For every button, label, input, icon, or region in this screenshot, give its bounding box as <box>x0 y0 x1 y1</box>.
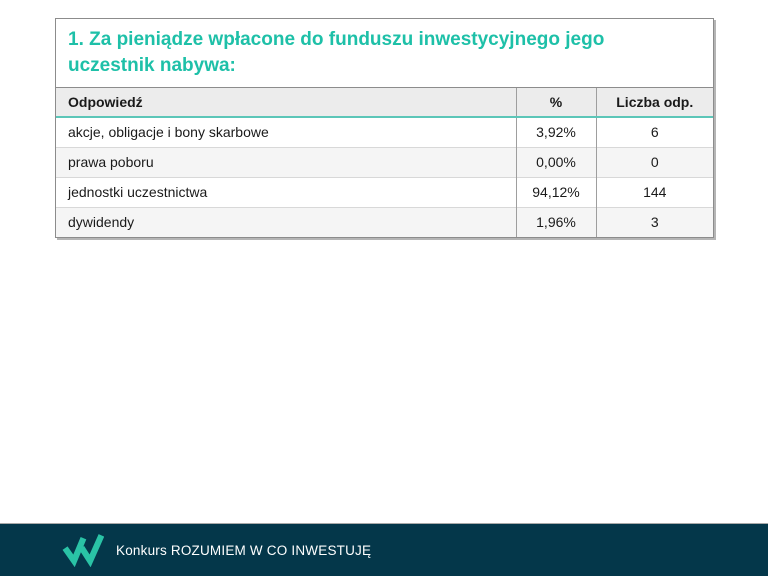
question-title: 1. Za pieniądze wpłacone do funduszu inw… <box>68 29 605 76</box>
count-cell: 0 <box>595 146 713 177</box>
answer-cell: prawa poboru <box>56 146 516 177</box>
count-cell: 144 <box>595 176 713 207</box>
footer-label: Konkurs ROZUMIEM W CO INWESTUJĘ <box>116 542 372 558</box>
percent-cell: 94,12% <box>515 176 596 207</box>
table-row: jednostki uczestnictwa 94,12% 144 <box>56 176 713 207</box>
table-row: dywidendy 1,96% 3 <box>56 206 713 237</box>
results-table: Odpowiedź % Liczba odp. akcje, obligacje… <box>56 88 713 237</box>
count-cell: 3 <box>595 206 713 237</box>
answer-cell: akcje, obligacje i bony skarbowe <box>56 117 516 147</box>
count-cell: 6 <box>595 117 713 147</box>
table-row: prawa poboru 0,00% 0 <box>56 146 713 177</box>
answer-cell: dywidendy <box>56 206 516 237</box>
answer-cell: jednostki uczestnictwa <box>56 176 516 207</box>
percent-cell: 0,00% <box>515 146 596 177</box>
column-header-percent: % <box>515 88 596 118</box>
w-double-check-logo-icon <box>62 534 104 567</box>
footer-bar: Konkurs ROZUMIEM W CO INWESTUJĘ <box>0 523 768 576</box>
percent-cell: 1,96% <box>515 206 596 237</box>
percent-cell: 3,92% <box>515 117 596 147</box>
question-title-box: 1. Za pieniądze wpłacone do funduszu inw… <box>56 19 713 88</box>
table-row: akcje, obligacje i bony skarbowe 3,92% 6 <box>56 117 713 147</box>
column-header-answer: Odpowiedź <box>56 88 516 118</box>
column-header-count: Liczba odp. <box>595 88 713 118</box>
question-results-panel: 1. Za pieniądze wpłacone do funduszu inw… <box>55 18 714 238</box>
table-header-row: Odpowiedź % Liczba odp. <box>56 88 713 118</box>
